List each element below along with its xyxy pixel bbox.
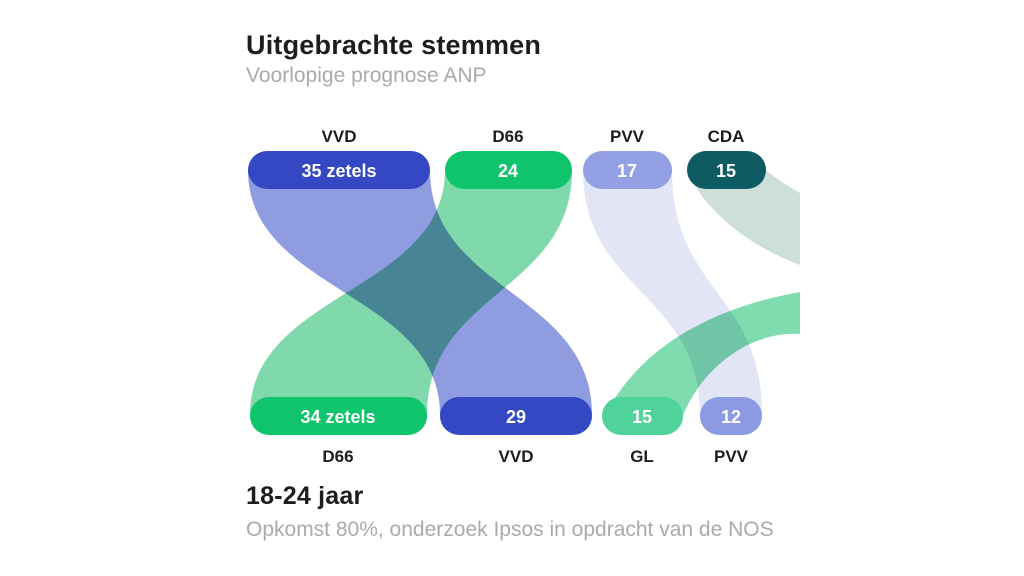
pill-pvv-top <box>583 151 672 189</box>
pill-gl-bottom-value: 15 <box>632 407 652 427</box>
pill-gl-bottom <box>602 397 683 435</box>
pill-d66-top-value: 24 <box>498 161 518 181</box>
age-group-title: 18-24 jaar <box>246 482 364 510</box>
pill-d66-bottom-value: 34 zetels <box>300 407 375 427</box>
pill-pvv-bottom <box>700 397 762 435</box>
pill-vvd-top <box>248 151 430 189</box>
pill-pvv-top-value: 17 <box>617 161 637 181</box>
bottom-pills: 34 zetels 29 15 12 <box>250 397 762 435</box>
bottom-labels: D66 VVD GL PVV <box>322 447 748 466</box>
label-d66-bottom: D66 <box>322 447 353 466</box>
flow-offscreen-to-gl <box>605 292 800 415</box>
label-vvd-bottom: VVD <box>499 447 534 466</box>
flow-d66-to-d66 <box>250 170 572 415</box>
source-note: Opkomst 80%, onderzoek Ipsos in opdracht… <box>246 518 774 541</box>
label-pvv-bottom: PVV <box>714 447 749 466</box>
top-labels: VVD D66 PVV CDA <box>322 127 745 146</box>
pill-d66-top <box>445 151 572 189</box>
pill-d66-bottom <box>250 397 427 435</box>
label-vvd-top: VVD <box>322 127 357 146</box>
pill-cda-top-value: 15 <box>716 161 736 181</box>
page-subtitle: Voorlopige prognose ANP <box>246 64 487 87</box>
top-pills: 35 zetels 24 17 15 <box>248 151 766 189</box>
pill-cda-top <box>687 151 766 189</box>
page-title: Uitgebrachte stemmen <box>246 30 542 60</box>
flow-cda-to-offscreen <box>687 170 800 265</box>
flow-ribbons <box>248 170 800 415</box>
pill-pvv-bottom-value: 12 <box>721 407 741 427</box>
pill-vvd-bottom-value: 29 <box>506 407 526 427</box>
label-gl-bottom: GL <box>630 447 654 466</box>
pill-vvd-bottom <box>440 397 592 435</box>
label-pvv-top: PVV <box>610 127 645 146</box>
pill-vvd-top-value: 35 zetels <box>301 161 376 181</box>
label-d66-top: D66 <box>492 127 523 146</box>
label-cda-top: CDA <box>708 127 745 146</box>
